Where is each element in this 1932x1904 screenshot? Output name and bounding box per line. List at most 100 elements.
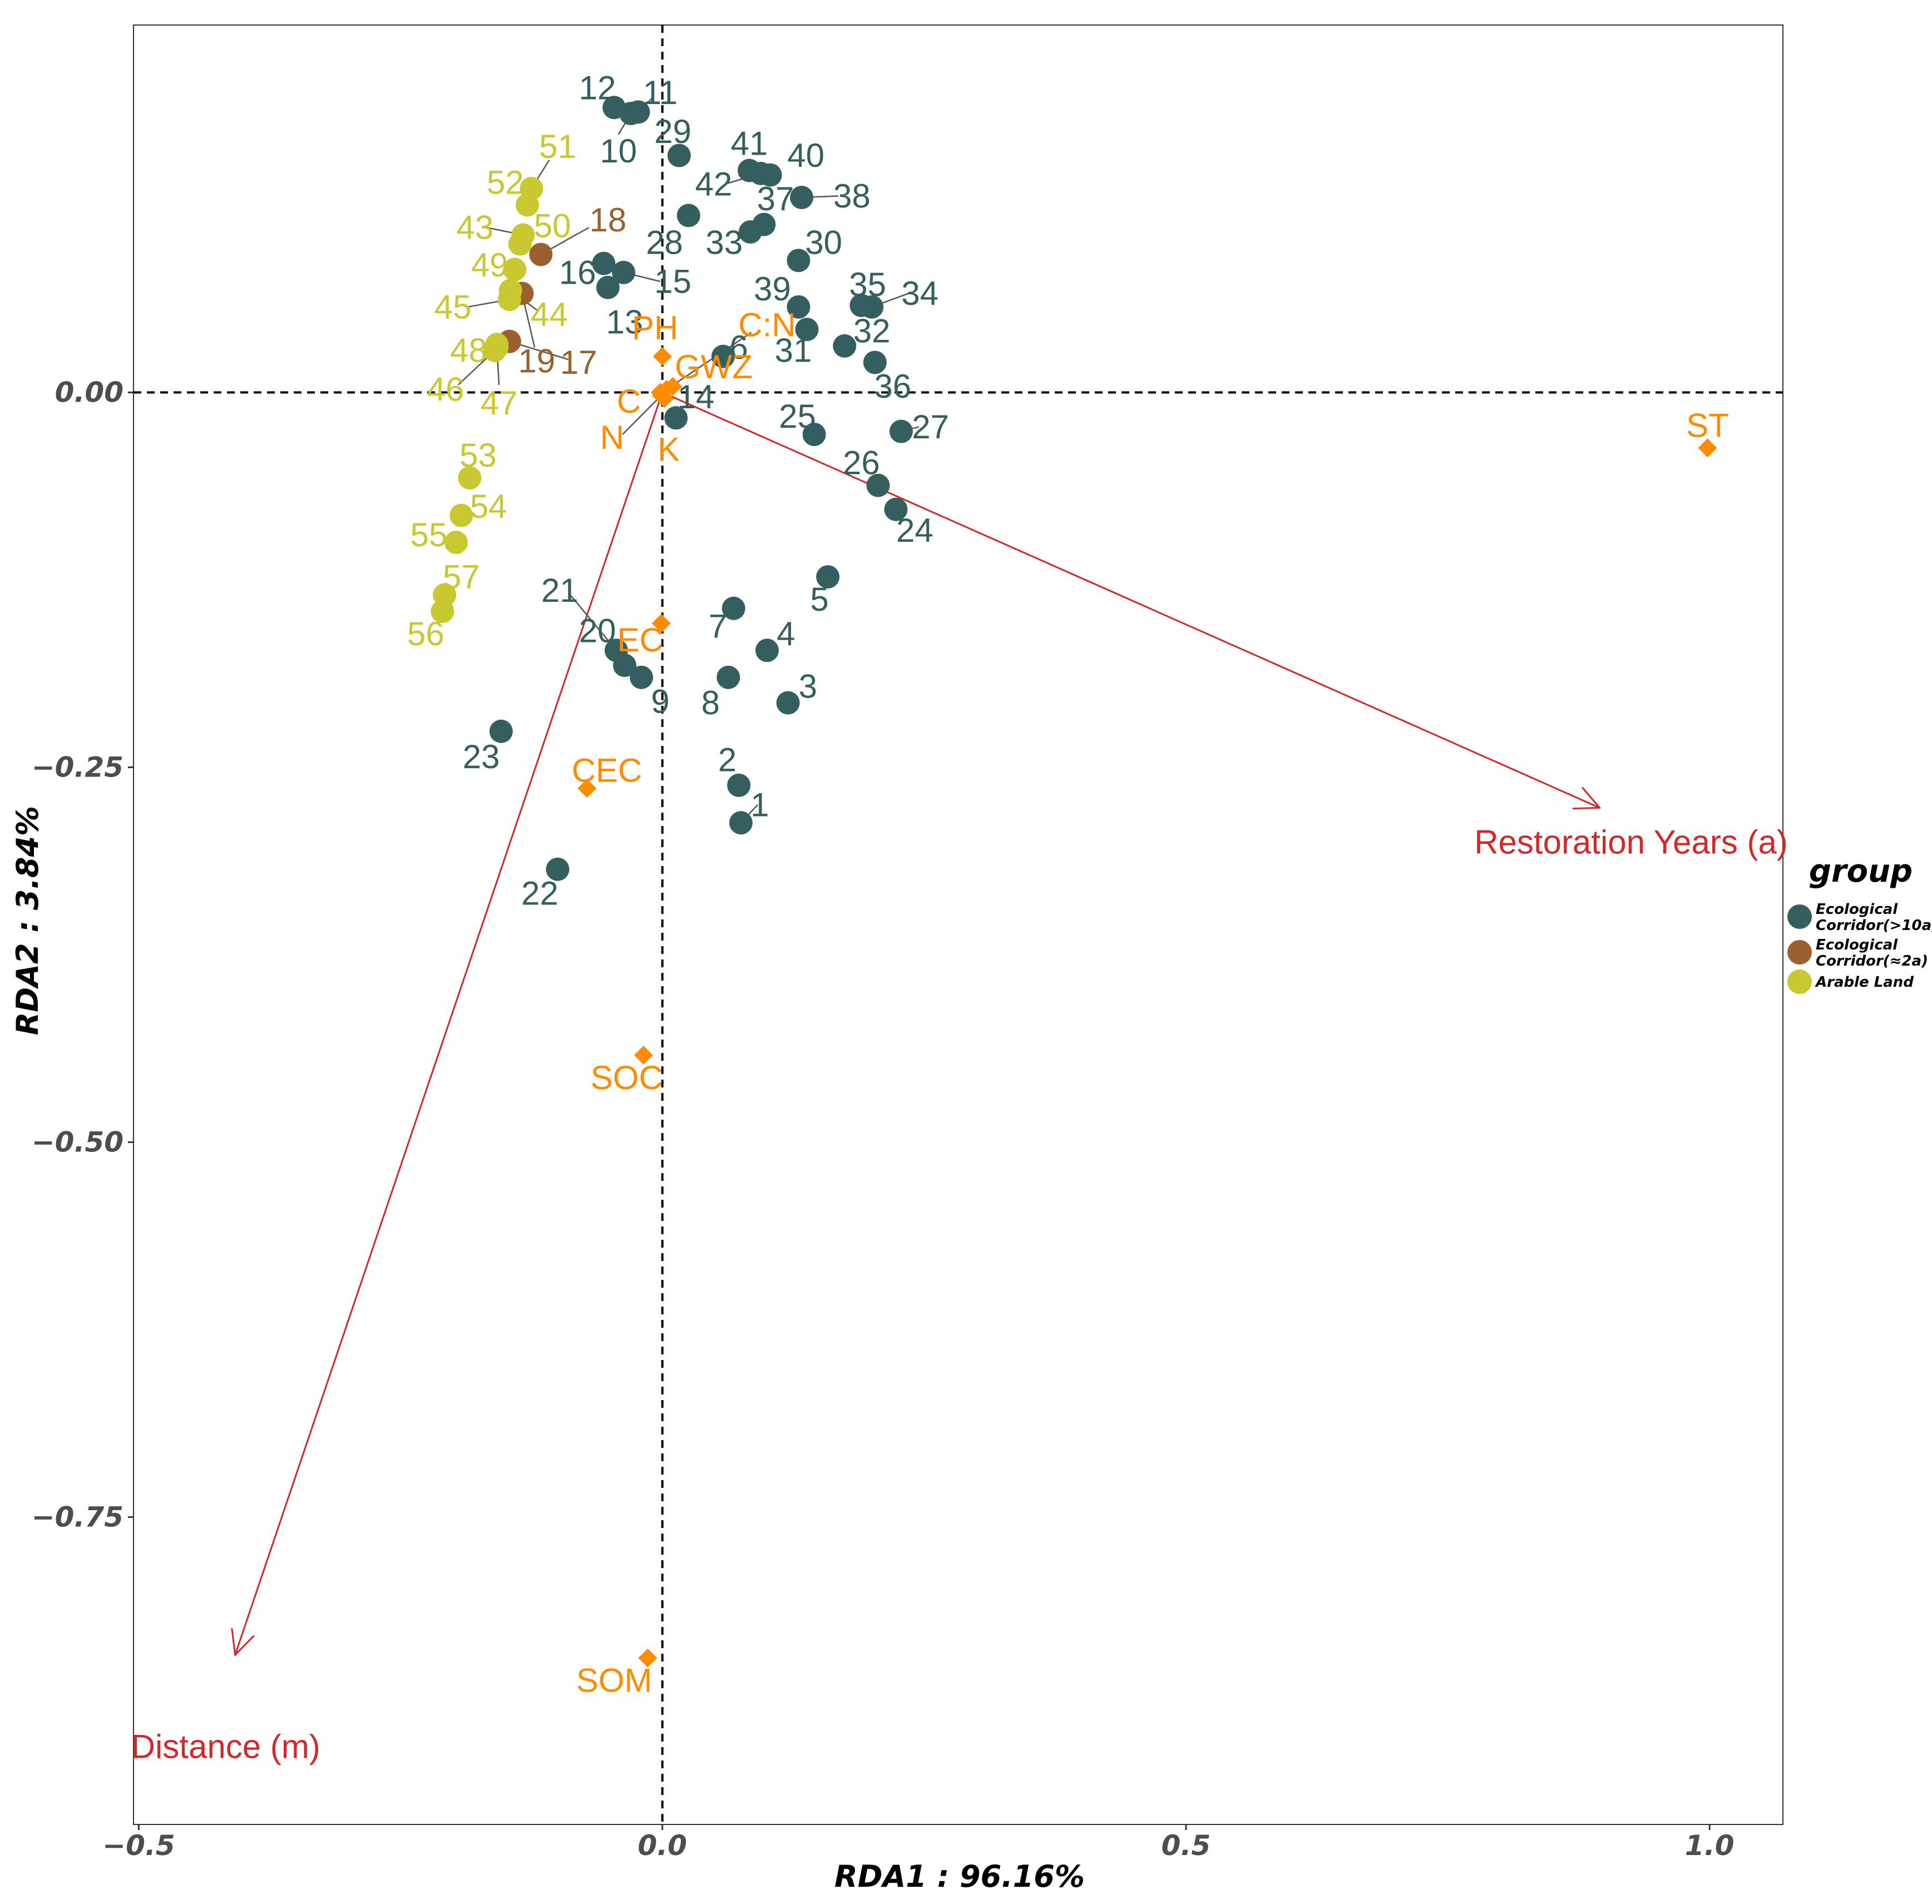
leader-line: [622, 394, 662, 435]
env-label-n: N: [600, 419, 624, 456]
sample-label-52: 52: [487, 164, 524, 201]
sample-point-6: [711, 344, 735, 368]
environment-labels: PH C:N GWZ CN K EC CEC SOC SOM ST: [572, 306, 1729, 1699]
x-axis-title: RDA1 : 96.16%: [834, 1859, 1085, 1894]
arrow-restoration-years-a: [662, 392, 1600, 808]
sample-point-18: [529, 243, 553, 266]
sample-point-12: [602, 96, 626, 120]
sample-label-10: 10: [600, 132, 637, 170]
env-label-k: K: [658, 431, 680, 468]
sample-point-49: [503, 258, 527, 281]
sample-label-14: 14: [678, 378, 715, 416]
sample-label-39: 39: [754, 270, 791, 308]
sample-point-52: [515, 193, 539, 217]
sample-point-42: [749, 161, 773, 185]
sample-label-26: 26: [843, 444, 880, 482]
sample-point-21: [604, 639, 628, 662]
sample-label-21: 21: [541, 572, 579, 609]
sample-point-25: [802, 422, 826, 446]
legend-label-eco2: Ecological: [1816, 937, 1898, 953]
legend-key-eco10: [1787, 904, 1812, 929]
y-tick-label: 0.00: [55, 376, 123, 408]
x-tick-label: −0.5: [102, 1829, 175, 1862]
legend: groupEcologicalCorridor(>10a)EcologicalC…: [1787, 853, 1932, 994]
sample-point-13: [596, 275, 620, 299]
sample-label-50: 50: [534, 207, 571, 245]
env-label-cec: CEC: [572, 751, 643, 789]
y-tick-label: −0.25: [32, 751, 123, 783]
legend-title: group: [1809, 853, 1913, 889]
legend-key-arable: [1787, 970, 1812, 994]
y-tick-label: −0.75: [32, 1501, 123, 1533]
sample-point-36: [863, 350, 887, 374]
sample-label-32: 32: [853, 312, 891, 349]
sample-label-36: 36: [874, 368, 911, 405]
sample-point-31: [795, 318, 819, 342]
sample-point-23: [489, 719, 513, 743]
sample-label-49: 49: [471, 246, 508, 284]
sample-label-29: 29: [654, 113, 691, 150]
x-tick-label: 0.5: [1162, 1829, 1211, 1862]
sample-label-20: 20: [579, 612, 616, 650]
env-label-som: SOM: [576, 1662, 653, 1699]
sample-point-14: [664, 406, 688, 430]
sample-point-3: [776, 691, 800, 715]
sample-point-55: [444, 531, 468, 555]
sample-point-30: [787, 249, 811, 273]
sample-points: [431, 96, 913, 881]
sample-label-37: 37: [757, 180, 794, 217]
sample-point-39: [787, 295, 811, 319]
env-label-gwz: GWZ: [675, 348, 753, 385]
sample-label-44: 44: [531, 296, 568, 333]
sample-label-34: 34: [901, 275, 938, 312]
sample-label-18: 18: [589, 201, 626, 239]
sample-point-15: [612, 260, 636, 284]
sample-label-3: 3: [799, 667, 817, 705]
sample-label-48: 48: [450, 332, 487, 369]
sample-label-25: 25: [779, 398, 816, 435]
sample-label-53: 53: [459, 437, 497, 474]
env-label-ph: PH: [632, 309, 678, 347]
sample-label-42: 42: [695, 165, 733, 202]
env-label-st: ST: [1686, 407, 1729, 444]
sample-label-46: 46: [427, 371, 465, 408]
sample-point-27: [889, 419, 913, 443]
sample-label-30: 30: [805, 224, 842, 261]
sample-point-45: [497, 288, 521, 311]
sample-point-24: [884, 497, 908, 521]
sample-point-2: [727, 773, 751, 797]
sample-label-31: 31: [775, 332, 812, 369]
sample-label-57: 57: [443, 558, 480, 596]
sample-labels: 1234567891011121314151617181920212223242…: [407, 70, 949, 912]
sample-label-35: 35: [849, 266, 886, 303]
sample-label-15: 15: [654, 263, 691, 300]
sample-point-37: [752, 212, 776, 236]
sample-label-27: 27: [912, 408, 949, 446]
sample-label-12: 12: [579, 70, 616, 107]
sample-label-43: 43: [456, 209, 493, 246]
env-label-cn: C:N: [738, 306, 795, 344]
sample-label-7: 7: [709, 608, 727, 645]
sample-label-28: 28: [646, 224, 683, 261]
legend-key-eco2: [1787, 940, 1812, 965]
sample-label-17: 17: [560, 344, 597, 381]
sample-label-56: 56: [407, 615, 444, 652]
env-label-c: C: [617, 383, 641, 420]
sample-point-54: [449, 503, 473, 527]
sample-label-1: 1: [750, 786, 769, 823]
sample-point-53: [458, 466, 482, 490]
leader-line: [666, 332, 752, 390]
y-tick-label: −0.50: [32, 1126, 123, 1158]
env-label-soc: SOC: [591, 1059, 663, 1096]
sample-label-19: 19: [518, 342, 555, 379]
legend-label-eco10: Ecological: [1816, 901, 1898, 918]
env-marker-k: [655, 389, 674, 408]
sample-point-38: [790, 186, 814, 210]
sample-label-33: 33: [705, 224, 743, 261]
sample-label-55: 55: [411, 516, 448, 553]
sample-point-50: [508, 232, 532, 256]
sample-label-9: 9: [651, 683, 669, 720]
sample-label-16: 16: [559, 254, 596, 291]
env-marker-som: [638, 1648, 658, 1668]
sample-point-11: [626, 100, 650, 124]
